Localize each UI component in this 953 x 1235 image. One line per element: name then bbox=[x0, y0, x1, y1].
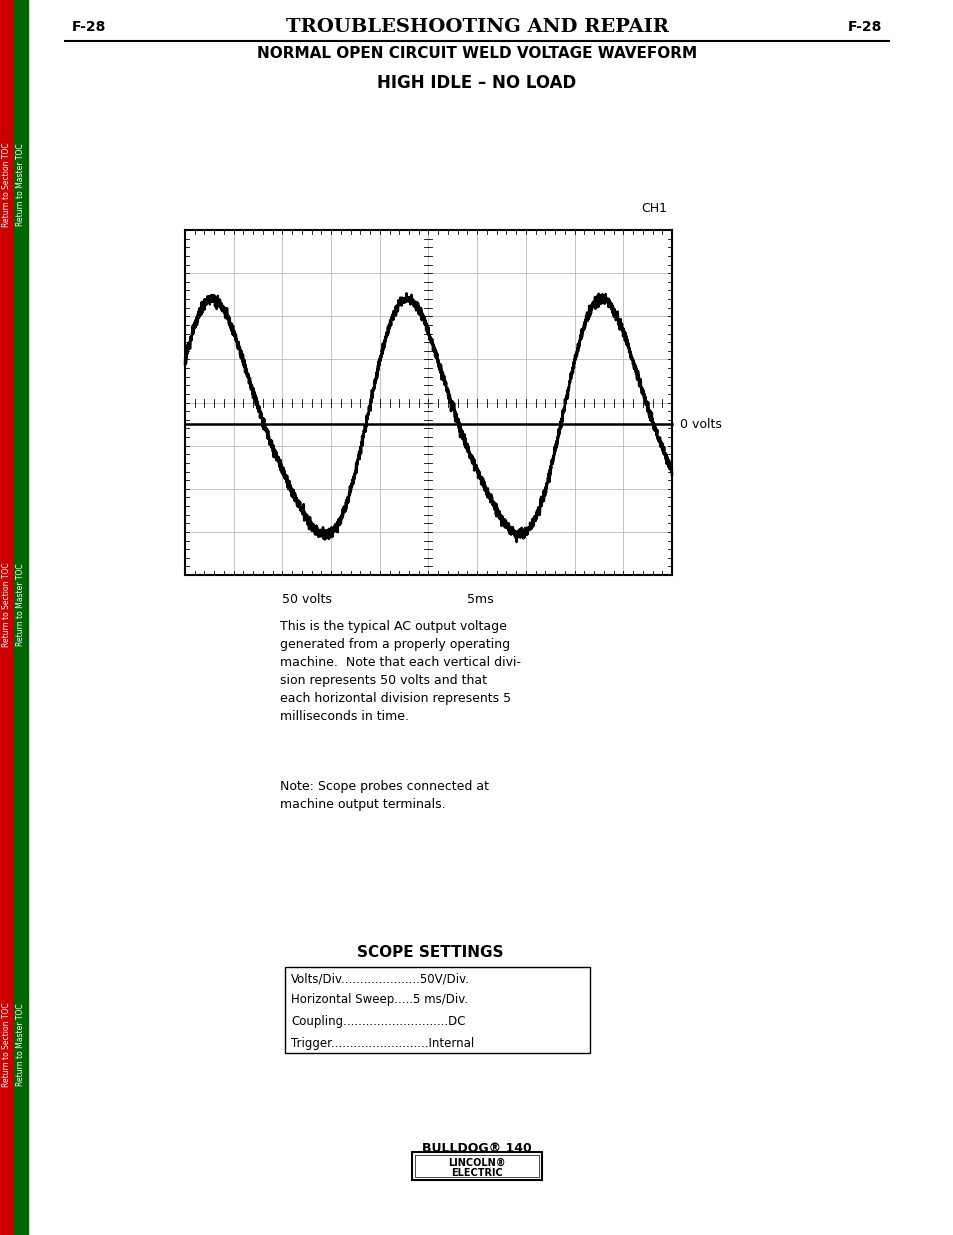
Text: BULLDOG® 140: BULLDOG® 140 bbox=[421, 1141, 532, 1155]
Text: 50 volts: 50 volts bbox=[282, 593, 332, 606]
Text: Return to Master TOC: Return to Master TOC bbox=[16, 563, 26, 646]
Text: This is the typical AC output voltage
generated from a properly operating
machin: This is the typical AC output voltage ge… bbox=[280, 620, 520, 722]
Text: F-28: F-28 bbox=[71, 20, 107, 35]
Bar bbox=[412, 1152, 541, 1179]
Text: Volts/Div.....................50V/Div.: Volts/Div.....................50V/Div. bbox=[291, 972, 470, 986]
Text: LINCOLN®: LINCOLN® bbox=[448, 1158, 505, 1168]
Text: CH1: CH1 bbox=[640, 201, 666, 215]
Text: Coupling............................DC: Coupling............................DC bbox=[291, 1015, 465, 1028]
Text: HIGH IDLE – NO LOAD: HIGH IDLE – NO LOAD bbox=[377, 74, 576, 91]
Text: 5ms: 5ms bbox=[467, 593, 494, 606]
Text: ELECTRIC: ELECTRIC bbox=[451, 1168, 502, 1178]
Bar bbox=[285, 967, 589, 1053]
Text: F-28: F-28 bbox=[846, 20, 882, 35]
Text: Return to Master TOC: Return to Master TOC bbox=[16, 143, 26, 226]
Text: Return to Master TOC: Return to Master TOC bbox=[16, 1004, 26, 1087]
Bar bbox=[415, 1155, 538, 1177]
Text: Horizontal Sweep.....5 ms/Div.: Horizontal Sweep.....5 ms/Div. bbox=[291, 993, 468, 1007]
Bar bbox=[14, 0, 28, 1235]
Text: SCOPE SETTINGS: SCOPE SETTINGS bbox=[356, 945, 503, 960]
Bar bbox=[0, 0, 14, 1235]
Text: Return to Section TOC: Return to Section TOC bbox=[3, 143, 11, 227]
Text: Trigger..........................Internal: Trigger..........................Interna… bbox=[291, 1036, 474, 1050]
Text: Note: Scope probes connected at
machine output terminals.: Note: Scope probes connected at machine … bbox=[280, 781, 489, 811]
Text: TROUBLESHOOTING AND REPAIR: TROUBLESHOOTING AND REPAIR bbox=[285, 19, 668, 36]
Text: Return to Section TOC: Return to Section TOC bbox=[3, 563, 11, 647]
Text: 0 volts: 0 volts bbox=[679, 417, 721, 431]
Text: NORMAL OPEN CIRCUIT WELD VOLTAGE WAVEFORM: NORMAL OPEN CIRCUIT WELD VOLTAGE WAVEFOR… bbox=[256, 46, 697, 61]
Text: Return to Section TOC: Return to Section TOC bbox=[3, 1003, 11, 1087]
